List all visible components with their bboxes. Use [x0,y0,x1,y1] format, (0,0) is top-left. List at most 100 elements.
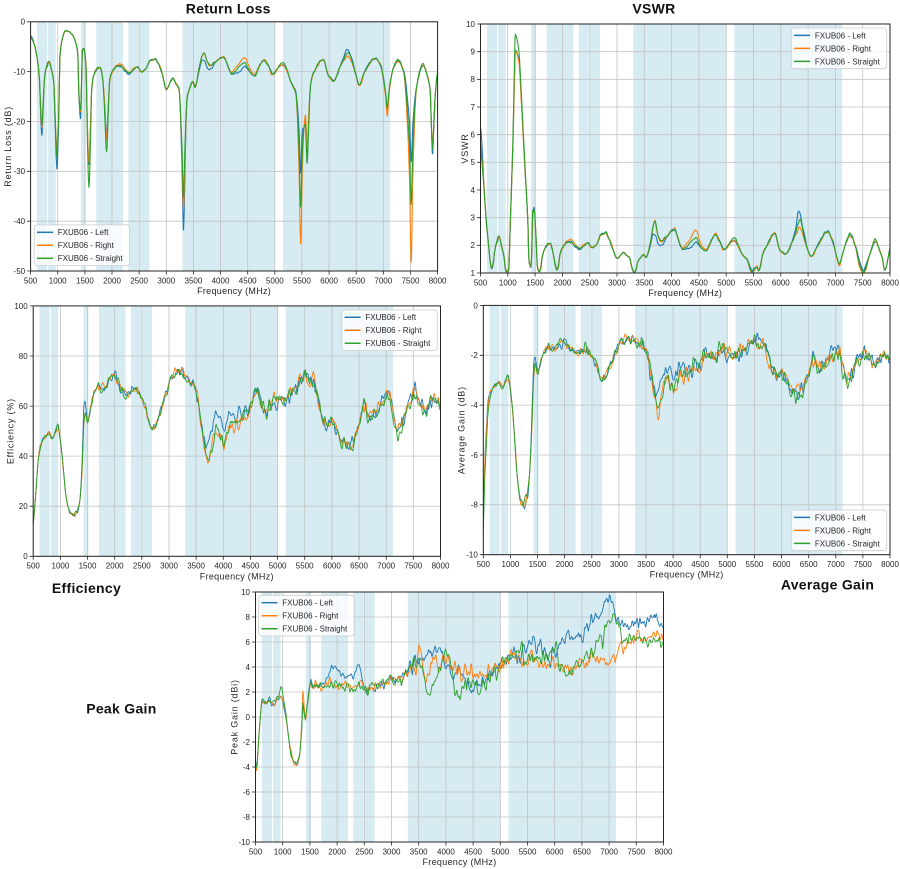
svg-text:-8: -8 [471,501,479,510]
svg-text:8000: 8000 [655,847,673,856]
svg-text:3000: 3000 [160,562,178,571]
svg-text:FXUB06 - Left: FXUB06 - Left [815,513,866,522]
svg-text:3500: 3500 [185,276,203,285]
svg-text:Efficiency: Efficiency [52,580,121,596]
svg-text:FXUB06 - Right: FXUB06 - Right [58,241,115,250]
svg-text:-4: -4 [471,401,479,410]
svg-text:100: 100 [14,302,28,311]
svg-text:6500: 6500 [799,278,817,287]
svg-text:10: 10 [241,588,250,597]
svg-text:5500: 5500 [293,276,311,285]
svg-text:500: 500 [477,560,491,569]
svg-text:500: 500 [27,562,41,571]
svg-text:2000: 2000 [554,278,572,287]
svg-text:4000: 4000 [664,560,682,569]
svg-text:8000: 8000 [881,278,899,287]
svg-text:1500: 1500 [529,560,547,569]
svg-text:VSWR: VSWR [460,133,470,163]
svg-text:500: 500 [24,276,38,285]
svg-text:7500: 7500 [627,847,645,856]
svg-text:FXUB06 - Straight: FXUB06 - Straight [815,539,881,548]
svg-text:3: 3 [471,214,476,223]
svg-text:0: 0 [21,18,26,27]
svg-text:3000: 3000 [610,560,628,569]
svg-text:5500: 5500 [746,560,764,569]
svg-text:4: 4 [471,186,476,195]
svg-text:5000: 5000 [491,847,509,856]
svg-text:500: 500 [249,847,263,856]
svg-text:4500: 4500 [464,847,482,856]
svg-text:6500: 6500 [573,847,591,856]
svg-text:0: 0 [473,301,478,310]
svg-text:2500: 2500 [355,847,373,856]
svg-text:6000: 6000 [323,562,341,571]
svg-text:1000: 1000 [502,560,520,569]
svg-text:-2: -2 [471,351,479,360]
svg-text:Return Loss: Return Loss [186,0,271,16]
svg-text:6500: 6500 [350,562,368,571]
svg-text:Frequency (MHz): Frequency (MHz) [422,857,496,867]
svg-text:6: 6 [246,638,251,647]
svg-text:6: 6 [471,131,476,140]
svg-text:1000: 1000 [52,562,70,571]
svg-text:10: 10 [466,20,475,29]
svg-text:2000: 2000 [556,560,574,569]
svg-text:2000: 2000 [106,562,124,571]
svg-text:7000: 7000 [377,562,395,571]
svg-text:6500: 6500 [347,276,365,285]
svg-text:-2: -2 [243,738,251,747]
svg-text:0: 0 [23,552,28,561]
svg-text:2000: 2000 [103,276,121,285]
svg-text:Frequency (MHz): Frequency (MHz) [200,571,274,581]
svg-text:FXUB06 - Left: FXUB06 - Left [58,228,109,237]
svg-text:FXUB06 - Straight: FXUB06 - Straight [815,57,881,66]
svg-text:Efficiency (%): Efficiency (%) [6,398,16,464]
svg-text:1500: 1500 [526,278,544,287]
svg-text:FXUB06 - Right: FXUB06 - Right [815,44,872,53]
svg-text:Return Loss (dB): Return Loss (dB) [3,106,13,187]
svg-text:8000: 8000 [881,560,899,569]
svg-text:5500: 5500 [519,847,537,856]
svg-text:3000: 3000 [608,278,626,287]
svg-text:FXUB06 - Right: FXUB06 - Right [815,526,872,535]
svg-text:5500: 5500 [745,278,763,287]
svg-text:2: 2 [246,688,251,697]
svg-text:4000: 4000 [214,562,232,571]
svg-text:FXUB06 - Right: FXUB06 - Right [282,612,339,621]
svg-text:1: 1 [471,269,476,278]
svg-text:5000: 5000 [269,562,287,571]
svg-text:VSWR: VSWR [632,0,675,16]
svg-text:500: 500 [474,278,488,287]
svg-text:Average Gain: Average Gain [781,577,874,593]
svg-text:-8: -8 [243,813,251,822]
svg-text:Average Gain (dB): Average Gain (dB) [457,386,467,474]
svg-text:0: 0 [246,713,251,722]
svg-text:8: 8 [471,75,476,84]
svg-text:4500: 4500 [239,276,257,285]
svg-text:FXUB06 - Straight: FXUB06 - Straight [58,254,124,263]
svg-text:Frequency (MHz): Frequency (MHz) [197,286,271,296]
svg-text:3000: 3000 [383,847,401,856]
svg-text:6500: 6500 [800,560,818,569]
svg-text:-10: -10 [14,68,26,77]
svg-text:FXUB06 - Left: FXUB06 - Left [282,599,333,608]
svg-text:1500: 1500 [79,562,97,571]
svg-text:2500: 2500 [583,560,601,569]
svg-text:1500: 1500 [76,276,94,285]
svg-text:-10: -10 [466,551,478,560]
svg-text:1000: 1000 [499,278,517,287]
svg-text:5000: 5000 [266,276,284,285]
svg-text:-6: -6 [243,788,251,797]
svg-text:FXUB06 - Straight: FXUB06 - Straight [365,339,431,348]
svg-text:3500: 3500 [637,560,655,569]
svg-text:FXUB06 - Straight: FXUB06 - Straight [282,625,348,634]
svg-text:8000: 8000 [429,276,447,285]
svg-text:8000: 8000 [432,562,450,571]
svg-text:2500: 2500 [133,562,151,571]
svg-text:1000: 1000 [49,276,67,285]
svg-text:8: 8 [246,613,251,622]
svg-text:Frequency (MHz): Frequency (MHz) [650,570,724,580]
svg-text:80: 80 [19,352,28,361]
svg-text:7000: 7000 [827,560,845,569]
svg-text:4000: 4000 [663,278,681,287]
